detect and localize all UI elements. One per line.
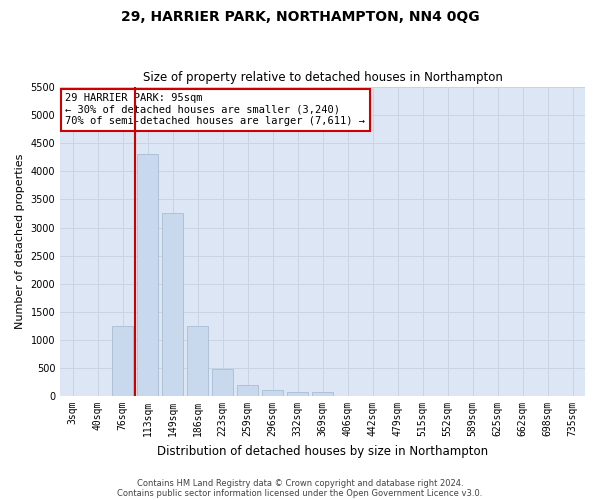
Bar bbox=[162, 214, 183, 396]
Y-axis label: Number of detached properties: Number of detached properties bbox=[15, 154, 25, 329]
Bar bbox=[112, 326, 133, 396]
Bar bbox=[262, 390, 283, 396]
Bar bbox=[287, 392, 308, 396]
Text: 29 HARRIER PARK: 95sqm
← 30% of detached houses are smaller (3,240)
70% of semi-: 29 HARRIER PARK: 95sqm ← 30% of detached… bbox=[65, 93, 365, 126]
Title: Size of property relative to detached houses in Northampton: Size of property relative to detached ho… bbox=[143, 72, 503, 85]
X-axis label: Distribution of detached houses by size in Northampton: Distribution of detached houses by size … bbox=[157, 444, 488, 458]
Text: 29, HARRIER PARK, NORTHAMPTON, NN4 0QG: 29, HARRIER PARK, NORTHAMPTON, NN4 0QG bbox=[121, 10, 479, 24]
Bar bbox=[237, 385, 258, 396]
Bar bbox=[312, 392, 333, 396]
Bar bbox=[137, 154, 158, 396]
Bar bbox=[187, 326, 208, 396]
Text: Contains public sector information licensed under the Open Government Licence v3: Contains public sector information licen… bbox=[118, 488, 482, 498]
Text: Contains HM Land Registry data © Crown copyright and database right 2024.: Contains HM Land Registry data © Crown c… bbox=[137, 478, 463, 488]
Bar bbox=[212, 370, 233, 396]
